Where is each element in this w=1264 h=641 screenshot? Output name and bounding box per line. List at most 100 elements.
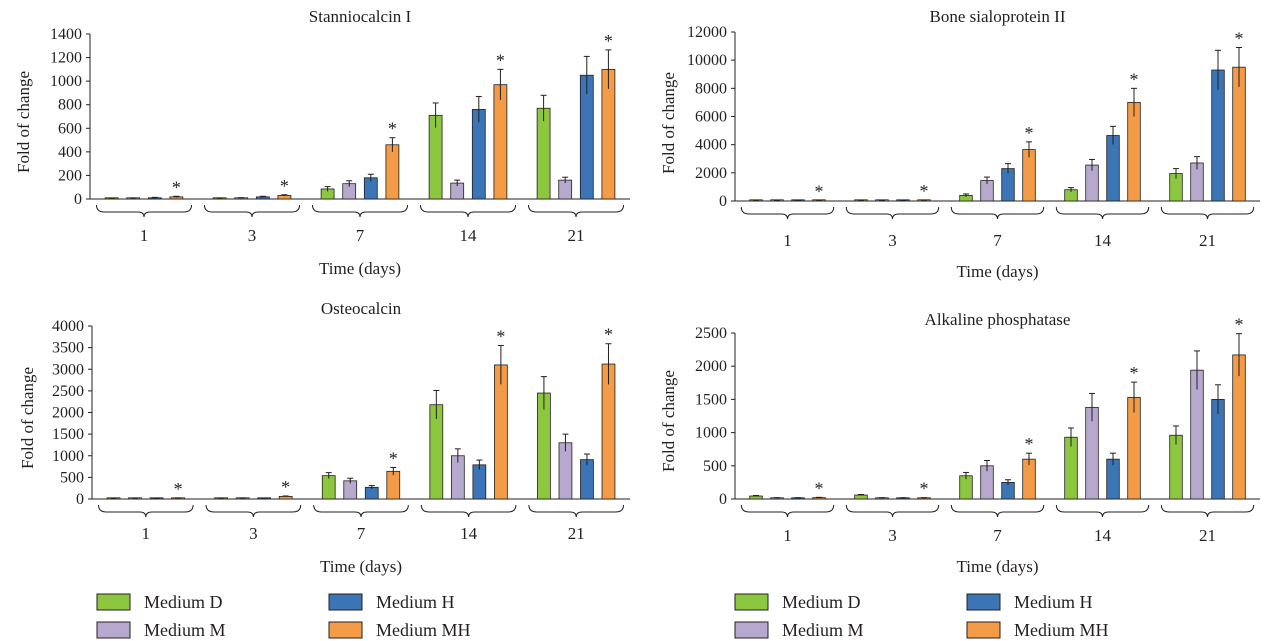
x-tick-label: 7 [357,524,366,543]
bar-medium-mh-day-7 [386,470,401,500]
group-brace [527,204,625,218]
legend-swatch [734,593,769,611]
x-tick-label: 14 [1094,231,1112,250]
group-brace [950,206,1045,220]
legend-label: Medium MH [376,620,471,640]
group-brace [203,204,301,218]
x-tick-label: 21 [1199,231,1216,250]
legend-swatch [328,621,363,639]
y-tick-label: 2500 [52,383,84,400]
bar-medium-m-day-21 [1190,369,1204,500]
legend-label: Medium M [782,620,864,640]
y-tick-label: 200 [58,167,82,184]
chart-title: Stanniocalcin I [309,7,412,26]
y-tick-label: 500 [703,458,727,475]
legend-swatch [328,593,363,611]
bar-medium-mh-day-21 [1232,354,1246,500]
bar-medium-d-day-21 [536,107,551,200]
y-tick-label: 2000 [695,358,727,375]
group-brace [95,204,193,218]
y-tick-label: 400 [58,144,82,161]
bar-medium-d-day-3 [854,494,868,500]
legend-label: Medium D [144,592,223,612]
significance-marker: * [496,50,505,70]
y-tick-label: 1000 [695,425,727,442]
x-tick-label: 7 [356,226,365,245]
y-tick-label: 1400 [50,26,82,43]
chart-title: Osteocalcin [321,299,402,318]
group-brace [1160,504,1255,518]
bar-medium-h-day-21 [1211,398,1225,500]
bar-medium-h-day-21 [580,459,594,500]
y-axis-label: Fold of change [659,72,678,174]
bar-medium-d-day-21 [1169,434,1183,500]
significance-marker: * [1130,363,1139,383]
x-axis-label: Time (days) [320,557,402,576]
significance-marker: * [280,176,289,196]
x-tick-label: 14 [460,226,478,245]
group-brace [528,504,625,518]
y-axis-label: Fold of change [18,367,37,469]
significance-marker: * [920,181,929,201]
group-brace [740,206,835,220]
significance-marker: * [815,181,824,201]
y-tick-label: 600 [58,120,82,137]
legend-swatch [96,593,131,611]
y-tick-label: 3500 [52,340,84,357]
significance-marker: * [1235,28,1244,48]
y-tick-label: 4000 [52,318,84,335]
x-tick-label: 3 [249,524,258,543]
significance-marker: * [1235,315,1244,335]
x-tick-label: 3 [888,231,897,250]
significance-marker: * [174,479,183,499]
x-tick-label: 1 [140,226,149,245]
x-tick-label: 3 [888,526,897,545]
bar-medium-mh-day-14 [1127,102,1141,202]
significance-marker: * [604,31,613,51]
group-brace [740,504,835,518]
x-tick-label: 1 [142,524,151,543]
chart-title: Alkaline phosphatase [925,310,1071,329]
x-tick-label: 14 [1094,526,1112,545]
x-tick-label: 14 [460,524,478,543]
chart-panel-4: Alkaline phosphatase 0 500 1000 1500 2000 2500… [659,310,1260,576]
group-brace [845,206,940,220]
legend-label: Medium MH [1014,620,1109,640]
bar-medium-mh-day-14 [494,364,508,500]
bar-medium-mh-day-7 [1022,458,1036,500]
legend-swatch [734,621,769,639]
significance-marker: * [1130,69,1139,89]
y-tick-label: 10000 [687,52,727,69]
group-brace [205,504,302,518]
y-tick-label: 1500 [695,391,727,408]
y-tick-label: 0 [719,491,727,508]
x-axis-label: Time (days) [956,262,1038,281]
y-tick-label: 1500 [52,426,84,443]
significance-marker: * [604,325,613,345]
y-tick-label: 0 [74,191,82,208]
significance-marker: * [496,326,505,346]
bar-medium-mh-day-14 [493,84,508,200]
chart-panel-1: Stanniocalcin I 0 200 400 600 800 1000 1200 1400… [14,7,630,278]
chart-panels: Stanniocalcin I0200400600800100012001400… [14,7,1260,576]
chart-panel-2: Bone sialoprotein II 0 2000 4000 6000 8000 100… [659,7,1260,281]
x-axis-label: Time (days) [319,259,401,278]
significance-marker: * [388,119,397,139]
x-tick-label: 1 [783,526,792,545]
x-tick-label: 7 [993,231,1002,250]
group-brace [311,204,409,218]
chart-panel-3: Osteocalcin 0 500 1000 1500 2000 2500 3000 3500 4… [18,299,630,576]
group-brace [950,504,1045,518]
group-brace [1055,206,1150,220]
y-tick-label: 1200 [50,50,82,67]
bar-medium-d-day-14 [428,114,443,200]
y-tick-label: 2500 [695,325,727,342]
bar-medium-h-day-7 [364,486,379,500]
legend-swatch [966,621,1001,639]
significance-marker: * [172,177,181,197]
bar-medium-mh-day-7 [385,144,400,200]
x-tick-label: 21 [568,524,585,543]
bar-medium-d-day-7 [959,475,973,500]
